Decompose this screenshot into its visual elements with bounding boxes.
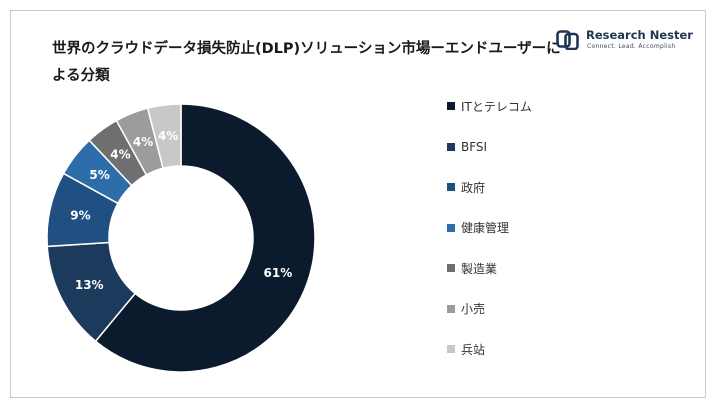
- logo-tagline: Connect. Lead. Accomplish: [587, 43, 676, 50]
- logo-name: Research Nester: [586, 28, 693, 42]
- legend-swatch: [447, 102, 455, 110]
- legend-label: 製造業: [461, 261, 498, 276]
- legend-label: BFSI: [461, 139, 488, 154]
- legend-swatch: [447, 142, 455, 151]
- legend-label: 兵站: [461, 342, 486, 357]
- legend-label: 小売: [461, 302, 486, 316]
- legend-item-2: BFSI: [447, 137, 532, 157]
- legend-label: 健康管理: [461, 221, 510, 235]
- data-label-7: 4%: [158, 129, 178, 143]
- chart-legend: ITとテレコム BFSI 政府健康管理製造業小売兵站: [447, 96, 532, 380]
- legend-item-7: 兵站: [447, 339, 532, 359]
- legend-swatch: [447, 304, 455, 313]
- slice-7: [146, 103, 182, 170]
- donut-slices: [46, 103, 316, 373]
- chart-title: 世界のクラウドデータ損失防止(DLP)ソリューション市場ーエンドユーザーによる分…: [52, 41, 561, 84]
- data-label-5: 4%: [110, 148, 130, 162]
- legend-swatch: [447, 264, 455, 272]
- data-label-6: 4%: [133, 135, 153, 149]
- legend-swatch: [447, 223, 455, 232]
- data-label-2: 13%: [75, 278, 104, 292]
- legend-label: 政府: [461, 180, 486, 195]
- legend-item-3: 政府: [447, 177, 532, 197]
- legend-swatch: [447, 345, 455, 353]
- legend-item-5: 製造業: [447, 258, 532, 278]
- data-label-1: 61%: [264, 266, 293, 280]
- data-labels: 61%13%9%5%4%4% 4%: [70, 129, 292, 292]
- legend-item-4: 健康管理: [447, 218, 532, 238]
- data-label-3: 9%: [70, 209, 90, 223]
- legend-label: ITとテレコム: [461, 99, 532, 114]
- research-nester-logo: Research Nester Connect. Lead. Accomplis…: [556, 28, 693, 54]
- legend-item-1: ITとテレコム: [447, 96, 532, 116]
- logo-icon: [556, 30, 579, 50]
- legend-swatch: [447, 183, 455, 191]
- slice-1: [94, 103, 316, 373]
- legend-item-6: 小売: [447, 299, 532, 319]
- data-label-4: 5%: [89, 168, 109, 182]
